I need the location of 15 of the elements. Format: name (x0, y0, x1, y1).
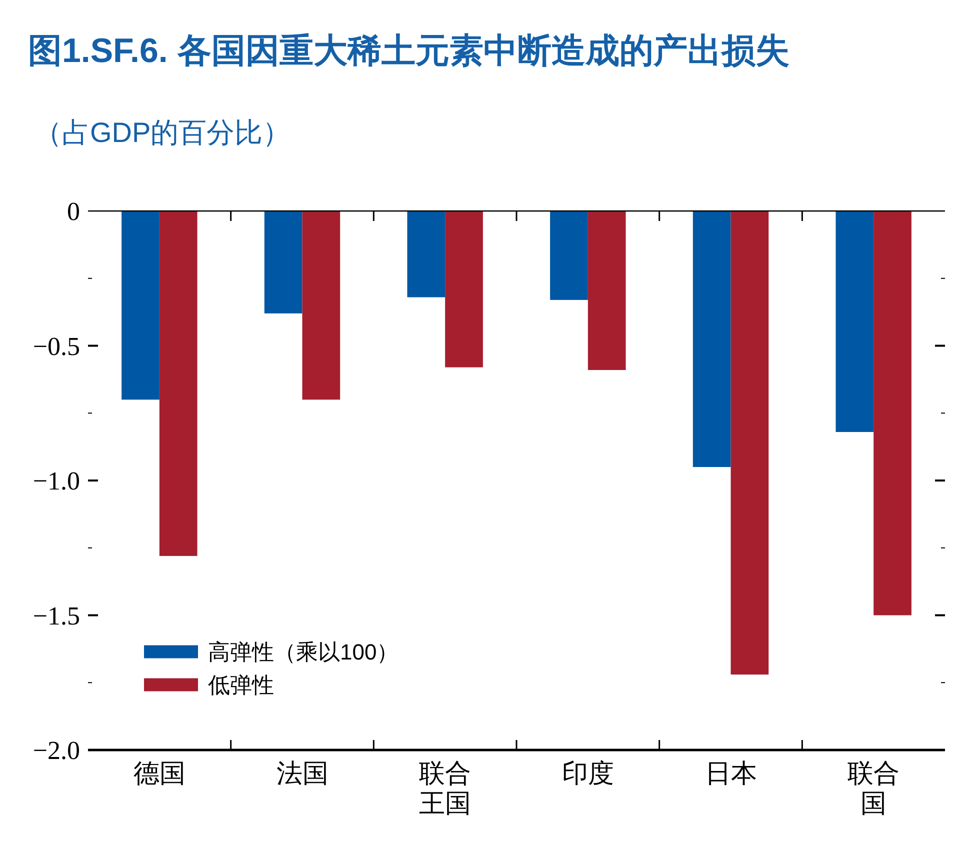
y-tick-label: 0 (67, 197, 80, 226)
chart-subtitle: （占GDP的百分比） (34, 117, 291, 148)
chart-title: 图1.SF.6. 各国因重大稀土元素中断造成的产出损失 (28, 32, 790, 70)
x-tick-label: 法国 (275, 758, 330, 788)
y-tick-label: −2.0 (32, 736, 80, 765)
x-tick-label: 联合王国 (418, 758, 472, 818)
legend-label: 低弹性 (208, 672, 274, 698)
x-tick-label: 德国 (132, 758, 186, 788)
x-tick-label: 联合国 (846, 758, 901, 818)
y-tick-label: −1.5 (32, 601, 80, 630)
y-tick-label: −1.0 (32, 466, 80, 496)
x-tick-label: 日本 (704, 758, 758, 788)
x-tick-label: 印度 (560, 758, 615, 788)
legend-label: 高弹性（乘以100） (208, 639, 399, 664)
y-tick-label: −0.5 (32, 332, 80, 361)
